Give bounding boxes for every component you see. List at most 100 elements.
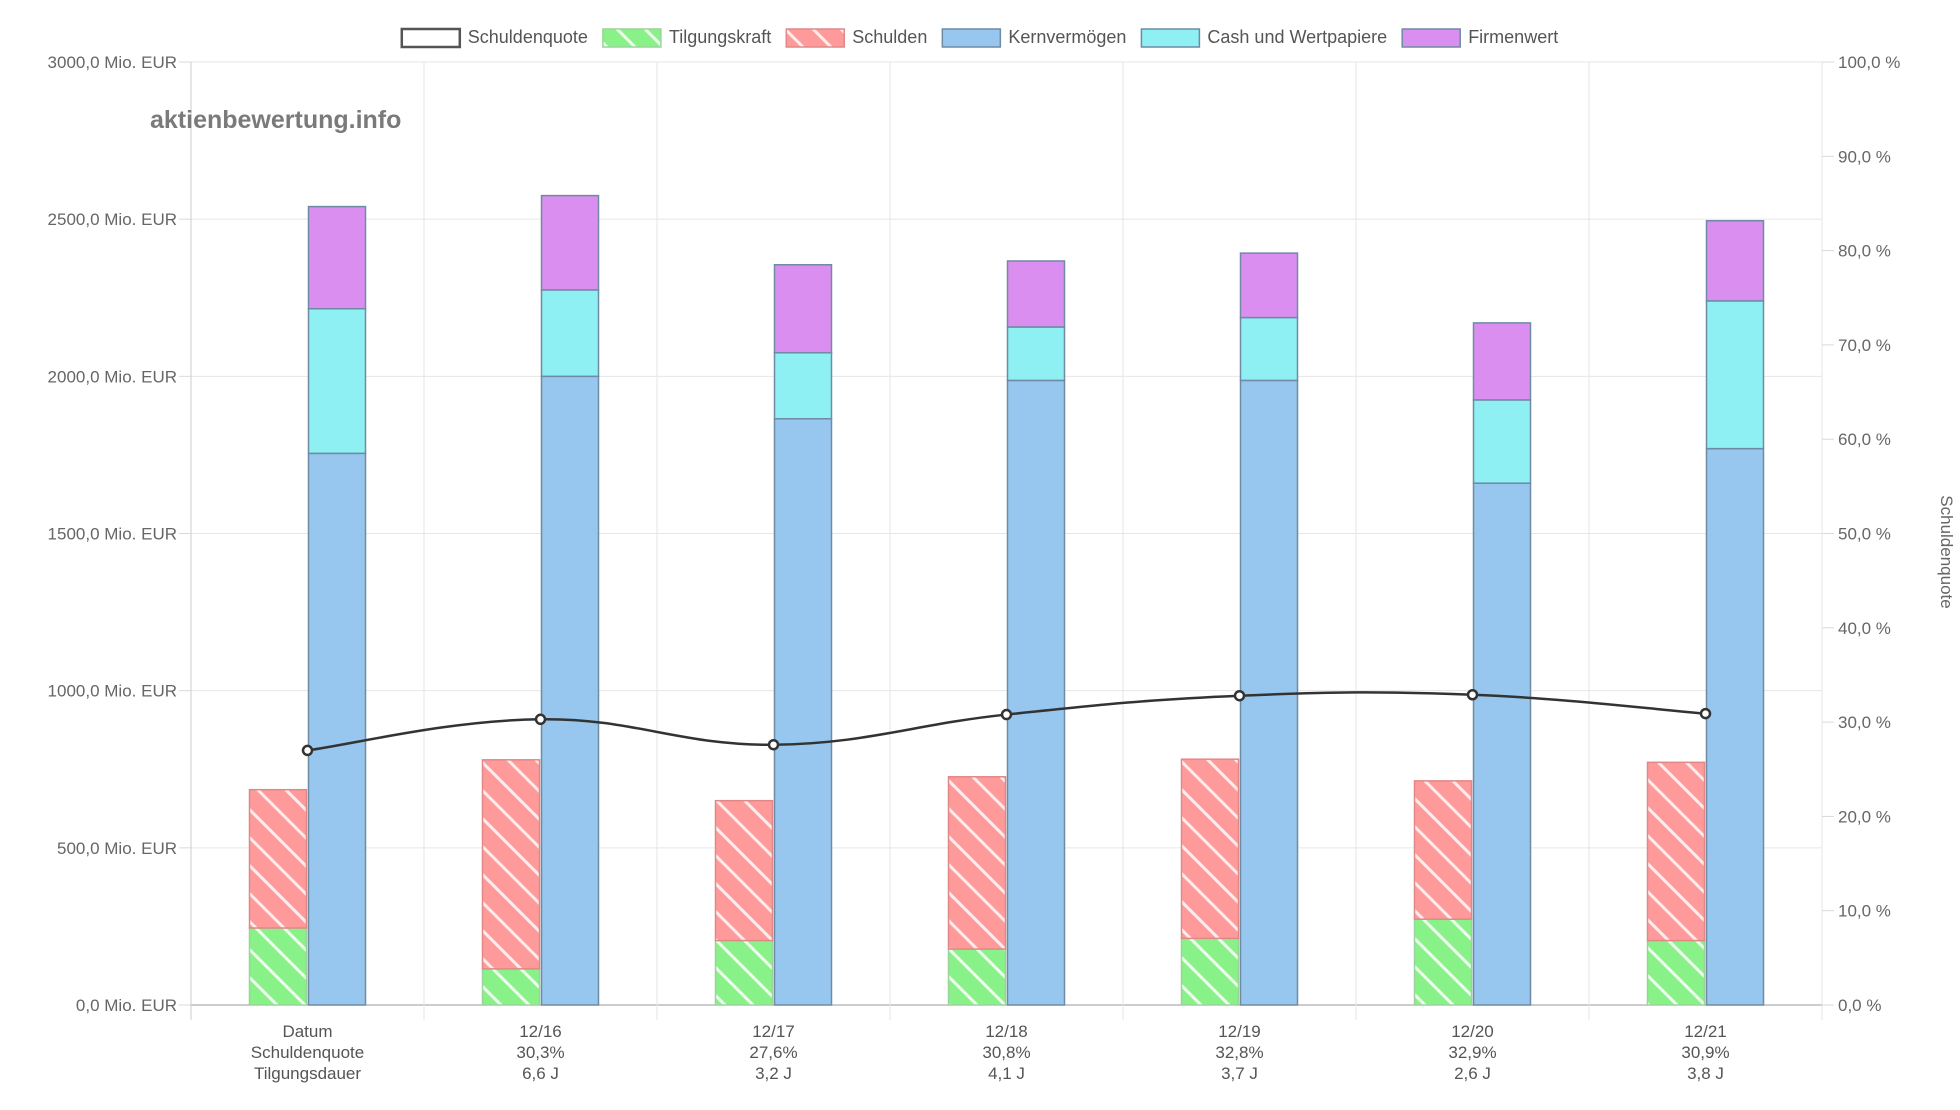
x-axis-duration-label: 2,6 J bbox=[1454, 1064, 1491, 1083]
right-axis-tick-label: 60,0 % bbox=[1838, 430, 1891, 449]
x-axis-category-label: 12/19 bbox=[1218, 1022, 1261, 1041]
grid-lines bbox=[190, 61, 1823, 1020]
legend-label: Firmenwert bbox=[1468, 27, 1558, 47]
legend-label: Cash und Wertpapiere bbox=[1207, 27, 1387, 47]
right-axis-tick-label: 100,0 % bbox=[1838, 53, 1900, 72]
x-axis-category-label: 12/21 bbox=[1684, 1022, 1727, 1041]
x-axis-duration-label: 3,7 J bbox=[1221, 1064, 1258, 1083]
bar-kernvermoegen bbox=[1705, 447, 1765, 1006]
legend-label: Tilgungskraft bbox=[669, 27, 771, 47]
bar-kernvermoegen bbox=[773, 418, 833, 1006]
bar-schulden bbox=[1413, 780, 1473, 920]
right-axis-tick-label: 10,0 % bbox=[1838, 902, 1891, 921]
bar-tilgungskraft bbox=[947, 948, 1007, 1006]
watermark-text: aktienbewertung.info bbox=[150, 106, 401, 134]
x-axis-duration-label: 3,8 J bbox=[1687, 1064, 1724, 1083]
x-axis-quote-label: 30,9% bbox=[1681, 1043, 1729, 1062]
x-axis-category-label: 12/20 bbox=[1451, 1022, 1494, 1041]
right-axis-tick-label: 20,0 % bbox=[1838, 807, 1891, 826]
schuldenquote-point bbox=[1233, 689, 1246, 702]
bar-tilgungskraft bbox=[714, 939, 774, 1006]
legend-item-tilgungskraft[interactable]: Tilgungskraft bbox=[602, 27, 771, 48]
x-axis-row-label-quote: Schuldenquote bbox=[251, 1043, 364, 1062]
schuldenquote-point bbox=[1000, 708, 1013, 721]
left-axis-tick-label: 500,0 Mio. EUR bbox=[57, 839, 177, 858]
x-axis-duration-label: 4,1 J bbox=[988, 1064, 1025, 1083]
x-axis-category-label: 12/16 bbox=[519, 1022, 562, 1041]
x-axis-quote-label: 32,9% bbox=[1448, 1043, 1496, 1062]
right-axis-tick-label: 80,0 % bbox=[1838, 242, 1891, 261]
axes: 0,0 Mio. EUR 500,0 Mio. EUR 1000,0 Mio. EU… bbox=[48, 53, 1901, 1083]
x-axis-category-label: 12/18 bbox=[985, 1022, 1028, 1041]
schuldenquote-line-series bbox=[301, 689, 1712, 757]
bar-cash-und-wertpapiere bbox=[540, 289, 600, 378]
bar-kernvermoegen bbox=[1006, 379, 1066, 1006]
x-axis-quote-label: 27,6% bbox=[749, 1043, 797, 1062]
bar-tilgungskraft bbox=[248, 927, 308, 1006]
bar-firmenwert bbox=[1239, 252, 1299, 319]
legend-item-schuldenquote[interactable]: Schuldenquote bbox=[400, 27, 588, 49]
x-axis-quote-label: 30,8% bbox=[982, 1043, 1030, 1062]
bar-schulden bbox=[248, 788, 308, 929]
schuldenquote-point bbox=[1466, 689, 1479, 701]
legend-item-firmenwert[interactable]: Firmenwert bbox=[1401, 27, 1558, 48]
bar-firmenwert bbox=[1705, 219, 1765, 302]
bar-cash-und-wertpapiere bbox=[773, 352, 833, 420]
x-axis-quote-label: 30,3% bbox=[516, 1043, 564, 1062]
right-axis-tick-label: 90,0 % bbox=[1838, 147, 1891, 166]
x-axis-category-label: 12/17 bbox=[752, 1022, 795, 1041]
legend-swatch bbox=[1401, 28, 1461, 48]
bar-kernvermoegen bbox=[540, 375, 600, 1006]
legend-swatch bbox=[941, 28, 1002, 48]
right-axis-title: Schuldenquote bbox=[1937, 495, 1956, 608]
legend-swatch bbox=[400, 27, 462, 49]
bar-firmenwert bbox=[1006, 260, 1066, 328]
left-axis-tick-label: 2500,0 Mio. EUR bbox=[48, 210, 177, 229]
schuldenquote-point bbox=[301, 744, 314, 757]
legend-label: Kernvermögen bbox=[1008, 27, 1126, 47]
bar-schulden bbox=[947, 776, 1007, 950]
legend-item-kernvermoegen[interactable]: Kernvermögen bbox=[941, 27, 1126, 48]
x-axis-row-label-duration: Tilgungsdauer bbox=[254, 1064, 361, 1083]
right-axis-tick-label: 40,0 % bbox=[1838, 619, 1891, 638]
bar-cash-und-wertpapiere bbox=[1006, 326, 1066, 382]
legend-swatch bbox=[785, 28, 846, 48]
legend-item-cash-und-wertpapiere[interactable]: Cash und Wertpapiere bbox=[1140, 27, 1387, 48]
legend-swatch bbox=[602, 28, 662, 48]
left-axis-tick-label: 1500,0 Mio. EUR bbox=[48, 525, 177, 544]
bar-firmenwert bbox=[307, 205, 367, 310]
bar-firmenwert bbox=[773, 263, 833, 354]
right-axis-tick-label: 30,0 % bbox=[1838, 713, 1891, 732]
bar-tilgungskraft bbox=[1180, 937, 1240, 1006]
bar-schulden bbox=[481, 759, 541, 970]
bar-cash-und-wertpapiere bbox=[307, 308, 367, 455]
bar-schulden bbox=[1180, 758, 1240, 940]
bar-kernvermoegen bbox=[307, 452, 367, 1006]
bar-series bbox=[248, 194, 1765, 1006]
bar-schulden bbox=[714, 799, 774, 942]
left-axis-tick-label: 3000,0 Mio. EUR bbox=[48, 53, 177, 72]
legend: Schuldenquote Tilgungskraft Schulden Kernve… bbox=[400, 27, 1558, 49]
bar-schulden bbox=[1646, 761, 1706, 942]
bar-cash-und-wertpapiere bbox=[1472, 399, 1532, 484]
bar-firmenwert bbox=[1472, 322, 1532, 401]
x-axis-duration-label: 3,2 J bbox=[755, 1064, 792, 1083]
bar-kernvermoegen bbox=[1472, 482, 1532, 1006]
right-axis-tick-label: 70,0 % bbox=[1838, 336, 1891, 355]
legend-item-schulden[interactable]: Schulden bbox=[785, 27, 927, 48]
x-axis-quote-label: 32,8% bbox=[1215, 1043, 1263, 1062]
left-axis-tick-label: 1000,0 Mio. EUR bbox=[48, 682, 177, 701]
legend-swatch bbox=[1140, 28, 1201, 48]
schuldenquote-point bbox=[1699, 707, 1712, 720]
x-axis-category-label: Datum bbox=[282, 1022, 332, 1041]
bar-cash-und-wertpapiere bbox=[1705, 300, 1765, 450]
schuldenquote-point bbox=[767, 738, 780, 751]
left-axis-tick-label: 2000,0 Mio. EUR bbox=[48, 367, 177, 386]
legend-label: Schuldenquote bbox=[468, 27, 588, 47]
right-axis-tick-label: 0,0 % bbox=[1838, 996, 1881, 1015]
legend-label: Schulden bbox=[852, 27, 927, 47]
bar-cash-und-wertpapiere bbox=[1239, 316, 1299, 382]
bar-tilgungskraft bbox=[1413, 918, 1473, 1006]
